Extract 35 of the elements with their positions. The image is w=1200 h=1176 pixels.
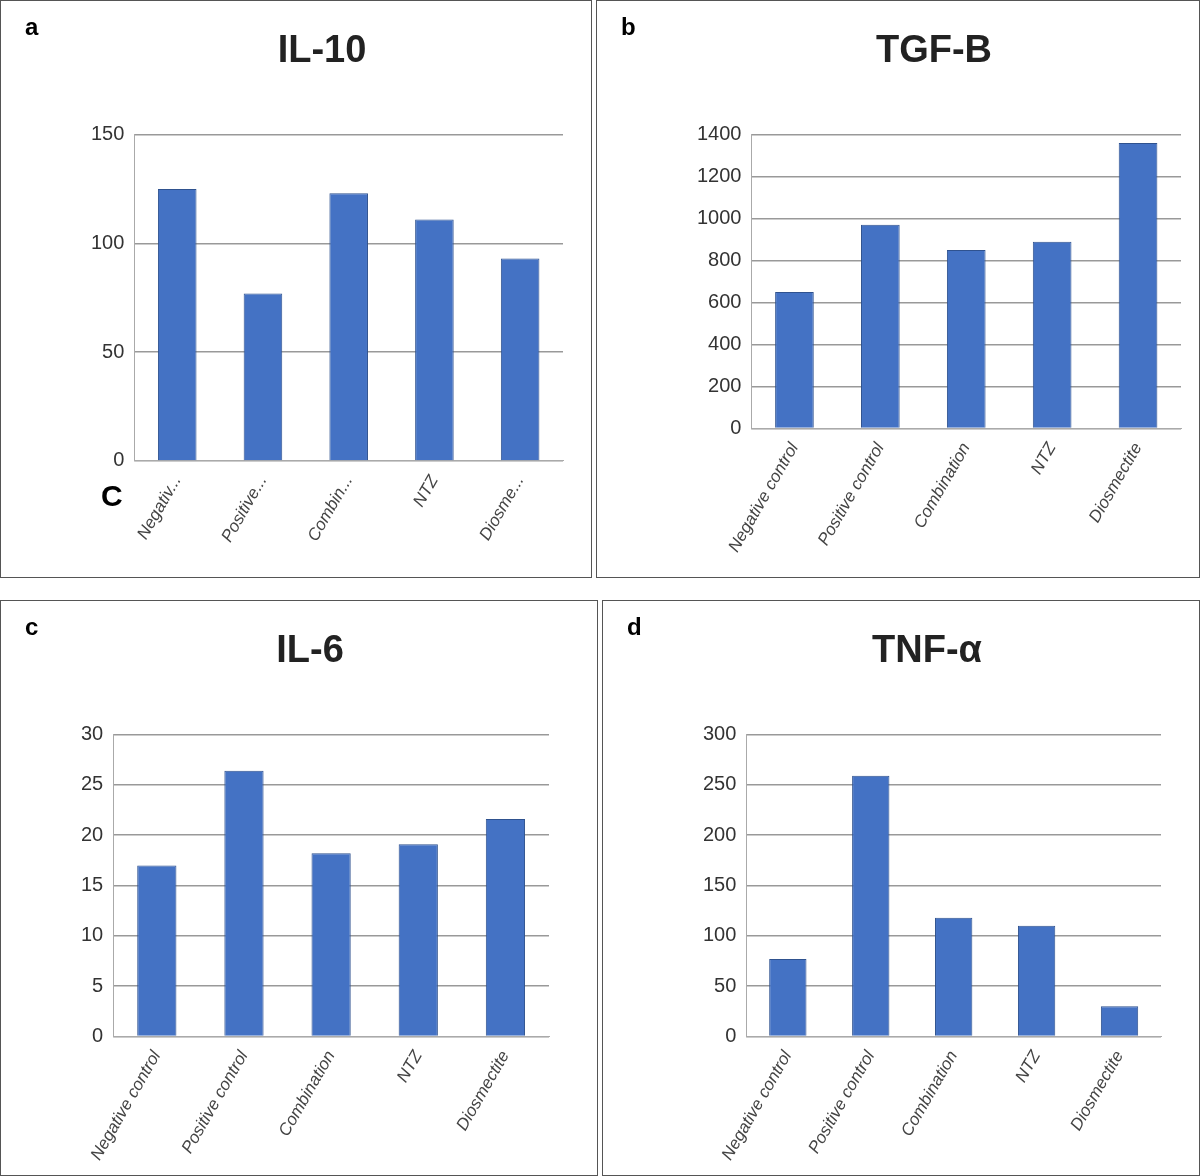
y-tick-label: 0 [92,1023,104,1046]
y-tick-label: 200 [702,822,737,845]
y-tick-label: 0 [730,415,742,438]
y-tick-label: 15 [81,873,104,896]
y-tick-label: 1200 [696,164,742,187]
y-tick-label: 30 [81,722,104,745]
y-tick-label: 800 [708,248,742,271]
chart-title: IL-6 [276,628,344,671]
y-tick-label: 5 [92,973,104,996]
y-tick-label: 1000 [696,206,742,229]
y-tick-label: 1400 [696,122,742,145]
y-tick-label: 400 [708,331,742,354]
y-tick-label: 10 [81,923,104,946]
chart-title: TGF-B [875,28,993,71]
text: d [627,613,642,641]
text: c [25,613,39,641]
y-tick-label: 250 [702,772,737,795]
y-tick-label: 150 [702,873,737,896]
chart-title: IL-10 [277,28,367,71]
y-tick-label: 20 [81,822,104,845]
y-tick-label: 100 [90,230,125,253]
y-tick-label: 25 [81,772,104,795]
y-tick-label: 50 [102,339,125,362]
y-tick-label: 100 [702,923,737,946]
y-tick-label: 300 [702,722,737,745]
y-tick-label: 50 [714,973,737,996]
text: a [25,13,39,41]
y-tick-label: 200 [708,373,742,396]
chart-title: TNF-α [872,628,982,671]
y-tick-label: 0 [113,448,125,471]
y-tick-label: 600 [708,290,742,313]
y-tick-label: 0 [725,1023,737,1046]
y-tick-label: 150 [90,122,125,145]
text: b [621,13,636,41]
text: C [101,479,123,513]
